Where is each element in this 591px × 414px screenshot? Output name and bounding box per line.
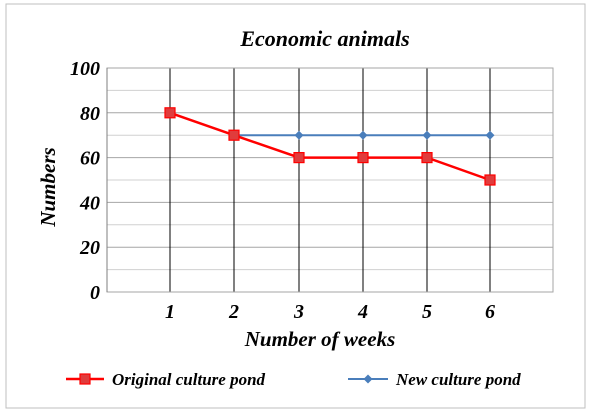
series-group bbox=[164, 107, 496, 186]
data-point bbox=[485, 130, 495, 140]
x-tick-label: 2 bbox=[228, 301, 239, 323]
data-point bbox=[294, 130, 304, 140]
axes: 0 20 40 60 80 100 1 2 3 4 5 6 bbox=[70, 58, 495, 323]
legend-item: New culture pond bbox=[348, 370, 521, 389]
y-tick-label: 0 bbox=[90, 282, 100, 304]
chart-frame bbox=[5, 3, 586, 409]
y-tick-label: 20 bbox=[79, 237, 100, 259]
data-point bbox=[293, 152, 305, 164]
series-original-culture-pond bbox=[164, 107, 496, 186]
x-tick-label: 3 bbox=[293, 301, 304, 323]
data-point bbox=[228, 129, 240, 141]
data-point bbox=[164, 107, 176, 119]
x-tick-label: 6 bbox=[485, 301, 495, 323]
x-tick-label: 1 bbox=[165, 301, 175, 323]
legend-label: New culture pond bbox=[395, 370, 521, 389]
y-tick-label: 60 bbox=[80, 148, 100, 170]
data-point bbox=[358, 130, 368, 140]
data-point bbox=[422, 130, 432, 140]
x-tick-label: 5 bbox=[422, 301, 432, 323]
y-axis-label: Numbers bbox=[36, 147, 60, 227]
data-point bbox=[484, 174, 496, 186]
y-tick-label: 100 bbox=[70, 58, 100, 80]
legend-label: Original culture pond bbox=[112, 370, 266, 389]
x-axis-label: Number of weeks bbox=[244, 327, 396, 351]
legend-marker bbox=[363, 374, 373, 384]
chart-title: Economic animals bbox=[239, 26, 409, 51]
y-tick-label: 40 bbox=[79, 192, 100, 214]
y-tick-label: 80 bbox=[80, 103, 100, 125]
data-point bbox=[357, 152, 369, 164]
grid bbox=[106, 67, 554, 293]
legend-marker bbox=[79, 373, 91, 385]
legend-item: Original culture pond bbox=[66, 370, 266, 389]
legend: Original culture pond New culture pond bbox=[66, 370, 521, 389]
x-tick-label: 4 bbox=[357, 301, 368, 323]
data-point bbox=[421, 152, 433, 164]
series-line bbox=[169, 111, 491, 182]
